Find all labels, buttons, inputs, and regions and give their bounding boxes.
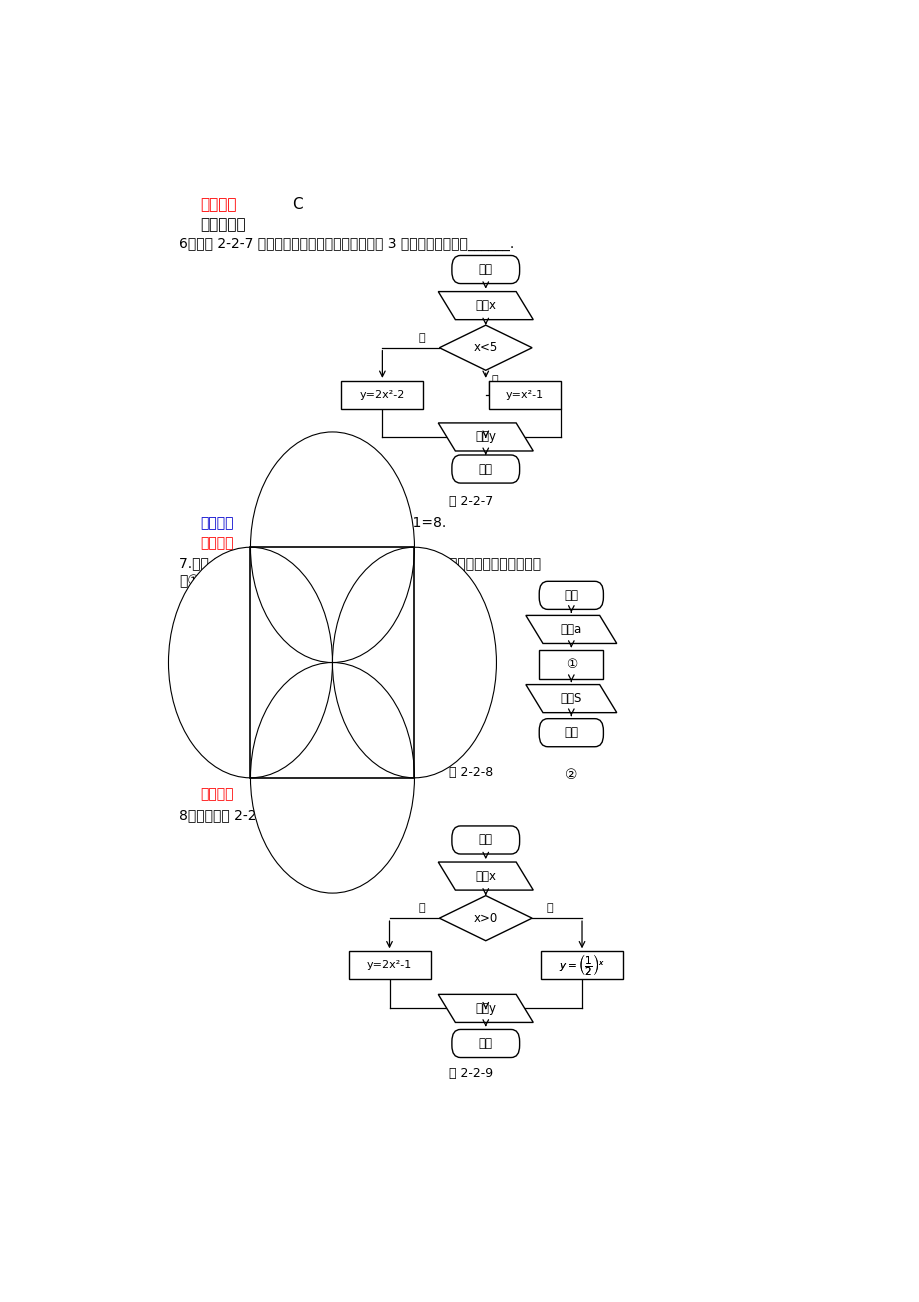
Text: 结束: 结束 <box>563 727 578 740</box>
Text: C: C <box>291 197 302 212</box>
Text: 【解析】: 【解析】 <box>200 516 233 530</box>
Polygon shape <box>526 616 616 643</box>
Text: 【答案】: 【答案】 <box>200 197 237 212</box>
FancyBboxPatch shape <box>451 454 519 483</box>
Text: ①: ① <box>565 658 576 671</box>
Text: 【答案】: 【答案】 <box>200 786 233 801</box>
Text: 输出y: 输出y <box>475 431 495 444</box>
Circle shape <box>250 663 414 893</box>
Text: 输入a: 输入a <box>560 622 582 635</box>
Text: x<5: x<5 <box>473 341 497 354</box>
Text: x>0: x>0 <box>473 911 497 924</box>
Text: 二、填空题: 二、填空题 <box>200 217 246 232</box>
Text: 输入x: 输入x <box>475 299 495 312</box>
FancyBboxPatch shape <box>451 255 519 284</box>
Polygon shape <box>526 685 616 712</box>
Bar <box>489 380 560 409</box>
Text: y=2x²-2: y=2x²-2 <box>359 389 404 400</box>
Text: 开始: 开始 <box>563 589 578 602</box>
Text: y=2x²-1: y=2x²-1 <box>367 961 412 970</box>
Text: $y=\left(\dfrac{1}{2}\right)^x$: $y=\left(\dfrac{1}{2}\right)^x$ <box>559 952 605 978</box>
FancyBboxPatch shape <box>451 1030 519 1057</box>
Polygon shape <box>437 423 533 450</box>
Text: $S=\dfrac{\pi}{2}a^2-a^2$: $S=\dfrac{\pi}{2}a^2-a^2$ <box>289 781 375 807</box>
Circle shape <box>332 547 496 777</box>
Text: 开始: 开始 <box>478 263 493 276</box>
Text: ②: ② <box>564 768 577 781</box>
Text: 否: 否 <box>418 333 425 342</box>
Text: 是: 是 <box>491 375 497 385</box>
Polygon shape <box>439 326 531 370</box>
Text: 输出S: 输出S <box>560 693 582 706</box>
Polygon shape <box>437 995 533 1022</box>
Text: 7.如图 2-2-8②所示的框图是计算①(其中大正方形的边长为 a)中空白部分面积的算法，: 7.如图 2-2-8②所示的框图是计算①(其中大正方形的边长为 a)中空白部分面… <box>179 556 540 570</box>
FancyBboxPatch shape <box>539 581 603 609</box>
Bar <box>341 380 423 409</box>
Text: ①: ① <box>326 806 338 820</box>
Text: 图 2-2-7: 图 2-2-7 <box>448 495 494 508</box>
Bar <box>250 547 414 777</box>
Bar <box>539 651 603 678</box>
Text: y=x²-1: y=x²-1 <box>505 389 543 400</box>
Polygon shape <box>437 292 533 320</box>
Text: 【答案】: 【答案】 <box>200 536 233 551</box>
Text: 则①中应填______.: 则①中应填______. <box>179 574 271 589</box>
FancyBboxPatch shape <box>451 825 519 854</box>
Text: 图 2-2-9: 图 2-2-9 <box>449 1068 493 1081</box>
Text: 8．给出如图 2-2-9 所示的算法框图.: 8．给出如图 2-2-9 所示的算法框图. <box>179 809 337 822</box>
Text: 否: 否 <box>546 904 552 913</box>
FancyBboxPatch shape <box>539 719 603 747</box>
Text: 结束: 结束 <box>478 1036 493 1049</box>
Text: 结束: 结束 <box>478 462 493 475</box>
Text: 输入x: 输入x <box>475 870 495 883</box>
Bar <box>250 547 414 777</box>
Circle shape <box>168 547 332 777</box>
Bar <box>348 952 430 979</box>
Text: 图 2-2-8: 图 2-2-8 <box>448 767 494 780</box>
Text: 是: 是 <box>418 904 425 913</box>
Text: 6．如图 2-2-7 是一个算法的框图，当输入的值为 3 时，输出的结果是______.: 6．如图 2-2-7 是一个算法的框图，当输入的值为 3 时，输出的结果是___… <box>179 237 514 251</box>
Bar <box>540 952 623 979</box>
Text: 输出y: 输出y <box>475 1003 495 1014</box>
Polygon shape <box>439 896 531 941</box>
Text: 因为 3<5，所以 y=3²-1=8.: 因为 3<5，所以 y=3²-1=8. <box>284 516 446 530</box>
Circle shape <box>250 432 414 663</box>
Text: 8: 8 <box>291 536 301 551</box>
Text: 开始: 开始 <box>478 833 493 846</box>
Text: $y=\left(\dfrac{1}{2}\right)^x$: $y=\left(\dfrac{1}{2}\right)^x$ <box>559 952 605 978</box>
Polygon shape <box>437 862 533 891</box>
